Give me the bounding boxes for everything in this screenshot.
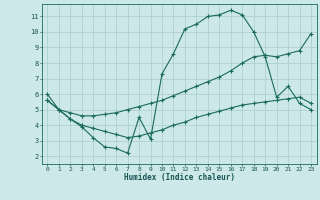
X-axis label: Humidex (Indice chaleur): Humidex (Indice chaleur) bbox=[124, 173, 235, 182]
